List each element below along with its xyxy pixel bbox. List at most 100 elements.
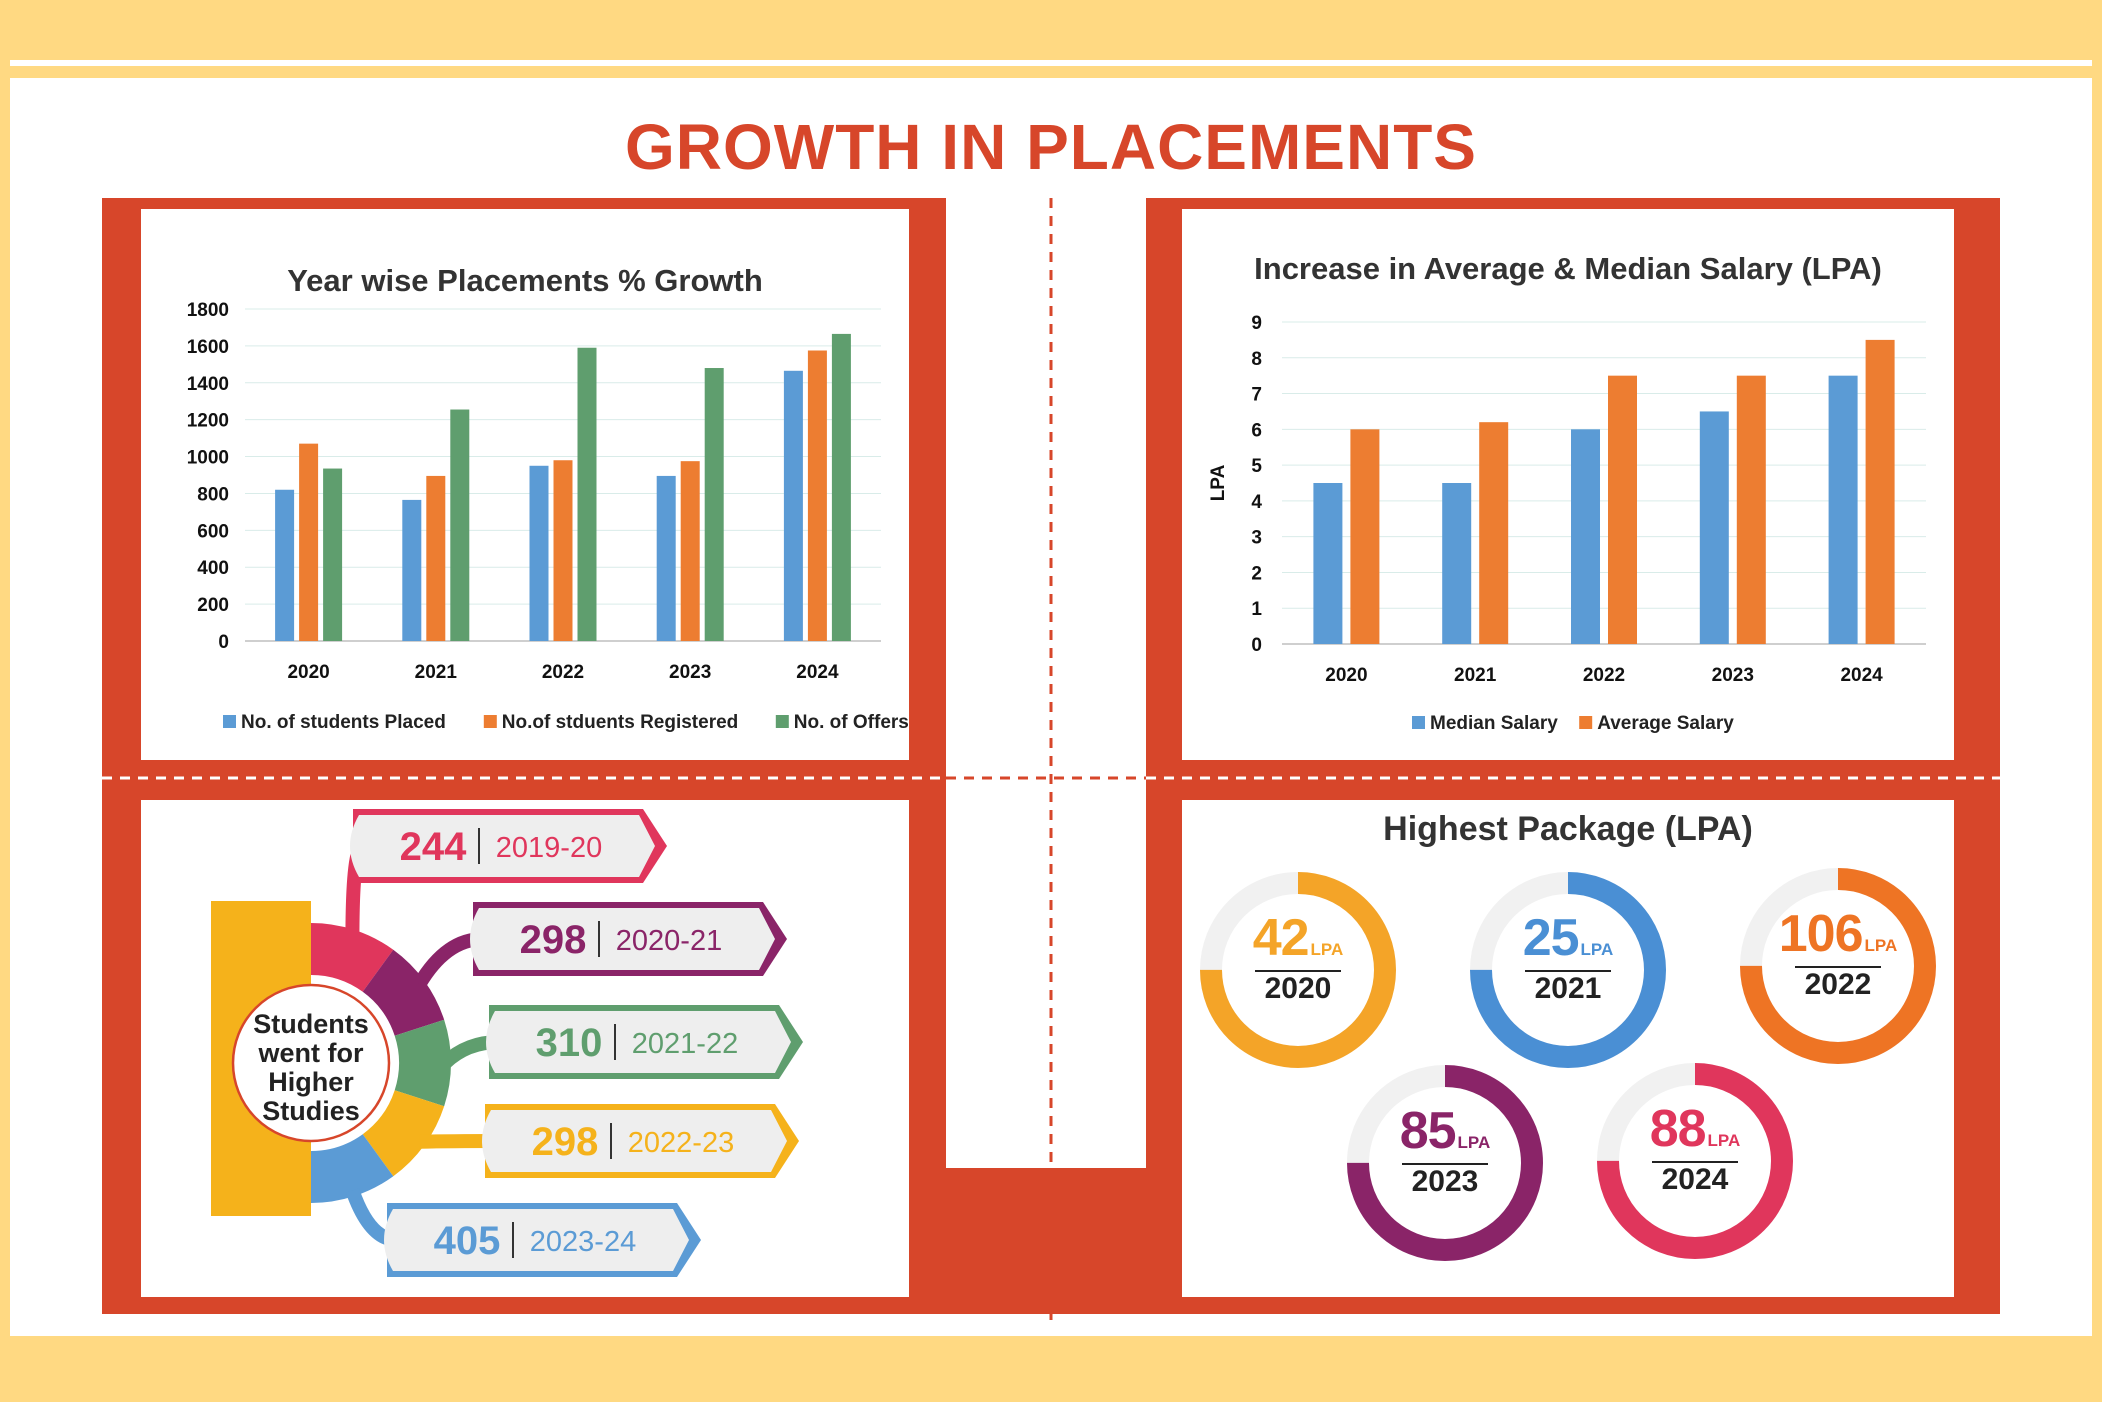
item-year: 2023-24: [530, 1226, 636, 1258]
bar: [450, 409, 470, 641]
package-year: 2020: [1254, 970, 1342, 1006]
legend-label: Median Salary: [1430, 713, 1558, 734]
legend-label: No. of Offers: [794, 712, 909, 733]
bar: [1442, 483, 1472, 644]
y-tick-label: 4: [1251, 492, 1262, 513]
legend-label: No.of stduents Registered: [502, 712, 738, 733]
y-tick-label: 5: [1251, 456, 1262, 477]
salary-chart: 0 1 2 3 4 5 6 7 8 9 2020 2021 2022 2023 2024 LPA Median …: [1208, 313, 1926, 734]
legend-swatch: [1579, 716, 1593, 729]
placements-chart-card: Year wise Placements % Growth 0 200 400 600…: [141, 209, 909, 760]
bar: [529, 465, 549, 641]
package-label: 25 LPA 2021: [1478, 908, 1658, 1006]
right-edge: [2092, 0, 2102, 1402]
y-axis-label: LPA: [1208, 464, 1229, 501]
center-label: went for: [258, 1038, 364, 1068]
y-tick-label: 400: [197, 558, 229, 579]
legend-swatch: [483, 715, 497, 728]
item-value: 298: [520, 918, 587, 962]
package-unit: LPA: [1707, 1131, 1741, 1150]
item-year: 2020-21: [616, 925, 722, 957]
bar: [1350, 429, 1380, 644]
bar: [1571, 429, 1600, 644]
center-connector: [946, 1168, 1146, 1314]
bar: [1479, 422, 1509, 644]
bar: [1865, 339, 1895, 644]
center-circle: [231, 983, 391, 1143]
package-value: 42: [1252, 909, 1310, 967]
bar: [323, 468, 343, 641]
package-year: 2021: [1524, 970, 1612, 1006]
ring-arc: [1200, 872, 1396, 1068]
x-tick-label: 2022: [542, 662, 584, 683]
ring-arc: [1470, 872, 1666, 1068]
package-year: 2022: [1794, 966, 1882, 1002]
ring-arc: [1347, 1065, 1543, 1261]
x-tick-label: 2020: [1325, 665, 1367, 686]
bar: [1313, 483, 1343, 644]
item-pill: [482, 1110, 787, 1172]
left-edge: [0, 0, 10, 1402]
package-label: 106 LPA 2022: [1748, 904, 1928, 1002]
highest-package-card: Highest Package (LPA) 42 LPA 2020 25 LPA 2021…: [1182, 800, 1954, 1297]
bar: [1828, 375, 1858, 644]
segment: [394, 1019, 451, 1107]
x-tick-label: 2024: [1840, 665, 1883, 686]
package-unit: LPA: [1457, 1133, 1491, 1152]
ring-arc: [1597, 1063, 1793, 1259]
legend-swatch: [775, 715, 789, 728]
y-tick-label: 1400: [187, 374, 229, 395]
page-title: GROWTH IN PLACEMENTS: [625, 111, 1477, 183]
bar: [402, 499, 422, 641]
bar: [275, 489, 295, 641]
highest-package-title: Highest Package (LPA): [1383, 810, 1753, 848]
y-tick-label: 200: [197, 595, 229, 616]
bar: [1608, 375, 1637, 644]
bar: [1699, 411, 1729, 644]
item-value: 298: [532, 1120, 599, 1164]
y-tick-label: 0: [218, 632, 229, 653]
x-tick-label: 2021: [1454, 665, 1497, 686]
bar: [783, 370, 803, 641]
package-year: 2023: [1401, 1163, 1489, 1199]
legend-label: No. of students Placed: [241, 712, 446, 733]
y-tick-label: 1800: [187, 300, 229, 321]
center-label: Higher: [268, 1067, 354, 1097]
x-tick-label: 2020: [287, 662, 329, 683]
item-pill: [350, 815, 655, 877]
package-label: 42 LPA 2020: [1208, 908, 1388, 1006]
bottom-band: [0, 1336, 2102, 1402]
x-tick-label: 2023: [1712, 665, 1754, 686]
higher-studies-card: 244 2019-20 298 2020-21 310 2021-22 298 2022-23…: [141, 800, 909, 1297]
package-year: 2024: [1651, 1161, 1739, 1197]
salary-chart-card: Increase in Average & Median Salary (LPA…: [1182, 209, 1954, 760]
y-tick-label: 1: [1251, 599, 1262, 620]
bar: [299, 443, 319, 641]
y-tick-label: 7: [1251, 385, 1262, 406]
item-value: 244: [400, 825, 467, 869]
item-pill: [486, 1011, 791, 1073]
y-tick-label: 2: [1251, 563, 1262, 584]
item-pill: [384, 1209, 689, 1271]
bar: [577, 347, 597, 641]
item-value: 310: [536, 1021, 603, 1065]
top-band: [0, 0, 2102, 60]
package-unit: LPA: [1864, 936, 1898, 955]
top-thin-band: [0, 66, 2102, 78]
y-tick-label: 1600: [187, 337, 229, 358]
y-tick-label: 1200: [187, 411, 229, 432]
center-label: Studies: [262, 1096, 360, 1126]
y-tick-label: 3: [1251, 528, 1262, 549]
package-label: 88 LPA 2024: [1605, 1099, 1785, 1197]
x-tick-label: 2021: [415, 662, 458, 683]
placements-chart: 0 200 400 600 800 1000 1200 1400 1600 1800 2020 202…: [187, 300, 909, 733]
bar: [680, 461, 700, 641]
chart-title: Year wise Placements % Growth: [287, 263, 763, 298]
y-tick-label: 800: [197, 484, 229, 505]
y-tick-label: 0: [1251, 635, 1262, 656]
higher-studies-diagram: 244 2019-20 298 2020-21 310 2021-22 298 2022-23…: [211, 809, 803, 1277]
item-year: 2022-23: [628, 1127, 734, 1159]
chart-title: Increase in Average & Median Salary (LPA…: [1254, 251, 1882, 286]
